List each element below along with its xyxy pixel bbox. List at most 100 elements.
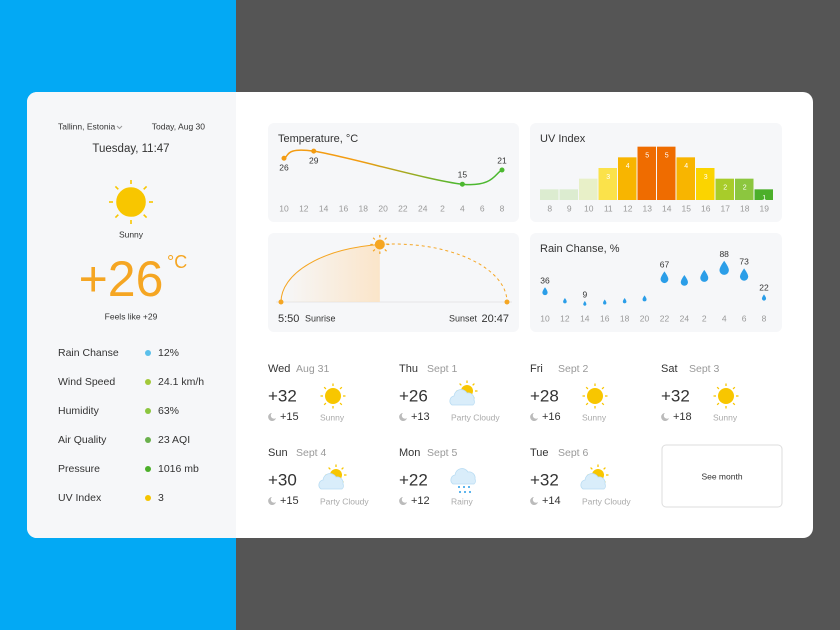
forecast-condition: Party Cloudy (320, 496, 369, 506)
moon-icon (530, 497, 538, 505)
point (499, 167, 505, 173)
point (311, 148, 317, 154)
rain-drop (642, 295, 647, 302)
location[interactable]: Tallinn, Estonia (58, 121, 115, 131)
point-label: 15 (458, 169, 468, 179)
rain-drop (660, 271, 669, 284)
stat-value: 23 AQI (158, 434, 190, 446)
sun-ray (372, 237, 376, 240)
panel (268, 123, 519, 222)
high: +32 (530, 470, 559, 489)
sun-icon (109, 180, 153, 224)
current-temp: +26 (79, 251, 164, 307)
time: Tuesday, 11:47 (92, 143, 169, 155)
high: +32 (268, 386, 297, 405)
rain-icon-drop (468, 486, 470, 488)
bar-label: 1 (762, 195, 766, 202)
x-tick-label: 13 (643, 203, 653, 213)
see-month-label[interactable]: See month (701, 471, 742, 481)
sun-ray (732, 386, 736, 390)
stat-dot (145, 437, 151, 443)
sun-ray (384, 237, 387, 240)
bar-label: 3 (606, 174, 610, 181)
panel (530, 233, 782, 332)
cloud-icon (580, 473, 606, 490)
bar-label: 2 (743, 185, 747, 192)
low: +15 (280, 495, 299, 507)
cloud-icon (318, 473, 344, 490)
condition: Sunny (119, 229, 144, 239)
bar-label: 5 (645, 153, 649, 160)
uv-bar (715, 178, 734, 200)
bar-label: 4 (684, 163, 688, 170)
feels-like: Feels like +29 (105, 311, 158, 321)
sun-ray (732, 402, 736, 406)
forecast-condition: Sunny (582, 412, 607, 422)
x-tick-label: 24 (418, 203, 428, 213)
forecast-condition: Sunny (713, 412, 738, 422)
temperature-line (283, 149, 503, 186)
x-tick-label: 15 (682, 203, 692, 213)
bar-label: 2 (723, 185, 727, 192)
x-tick-label: 9 (567, 203, 572, 213)
rain-drop (739, 268, 749, 281)
sun-ray (603, 467, 606, 470)
stat-label: Air Quality (58, 434, 107, 446)
chart-title: Rain Chanse, % (540, 243, 620, 255)
x-tick-label: 12 (623, 203, 633, 213)
stat-value: 24.1 km/h (158, 376, 204, 388)
rain-drop (563, 297, 567, 304)
sun-icon (718, 388, 734, 404)
x-tick-label: 22 (398, 203, 408, 213)
x-tick-label: 18 (740, 203, 750, 213)
stat-value: 63% (158, 405, 179, 417)
sun-ray (328, 467, 331, 470)
sun (374, 239, 385, 250)
low: +15 (280, 411, 299, 423)
forecast-date: Sept 4 (296, 447, 327, 459)
drop-label: 67 (660, 260, 670, 270)
rain-drop (700, 269, 709, 282)
day: Sun (268, 447, 288, 459)
sunrise-time: 5:50 (278, 313, 299, 325)
x-tick-label: 2 (702, 313, 707, 323)
x-tick-label: 8 (547, 203, 552, 213)
bar-label: 5 (665, 153, 669, 160)
high: +26 (399, 386, 428, 405)
x-tick-label: 10 (584, 203, 594, 213)
x-tick-label: 4 (460, 203, 465, 213)
moon-icon (530, 413, 538, 421)
see-month-button[interactable] (661, 444, 783, 508)
uv-bar (559, 189, 578, 200)
uv-bar (657, 146, 676, 200)
rain-icon-drop (464, 491, 466, 493)
forecast-date: Sept 3 (689, 363, 720, 375)
low: +18 (673, 411, 692, 423)
uv-bar (676, 157, 695, 200)
stat-dot (145, 495, 151, 501)
low: +13 (411, 411, 430, 423)
forecast-condition: Party Cloudy (451, 412, 500, 422)
rain-icon-drop (469, 491, 471, 493)
sun-ray (585, 386, 589, 390)
uv-bar (637, 146, 656, 200)
forecast-condition: Rainy (451, 496, 473, 506)
point (459, 181, 465, 187)
sun-ray (590, 467, 593, 470)
stat-value: 3 (158, 492, 164, 504)
bar-label: 4 (626, 163, 630, 170)
x-tick-label: 8 (762, 313, 767, 323)
uv-bar (540, 189, 559, 200)
x-tick-label: 22 (660, 313, 670, 323)
sun-ray (323, 386, 327, 390)
day: Mon (399, 447, 420, 459)
sunrise-label: Sunrise (305, 313, 336, 323)
drop-label: 9 (582, 289, 587, 299)
rain-drop (603, 299, 607, 305)
daylight-area (281, 244, 380, 302)
sun-ray (716, 386, 720, 390)
sun-ray (323, 402, 327, 406)
stat-label: Rain Chanse (58, 347, 119, 359)
day: Tue (530, 447, 549, 459)
x-tick-label: 17 (721, 203, 731, 213)
